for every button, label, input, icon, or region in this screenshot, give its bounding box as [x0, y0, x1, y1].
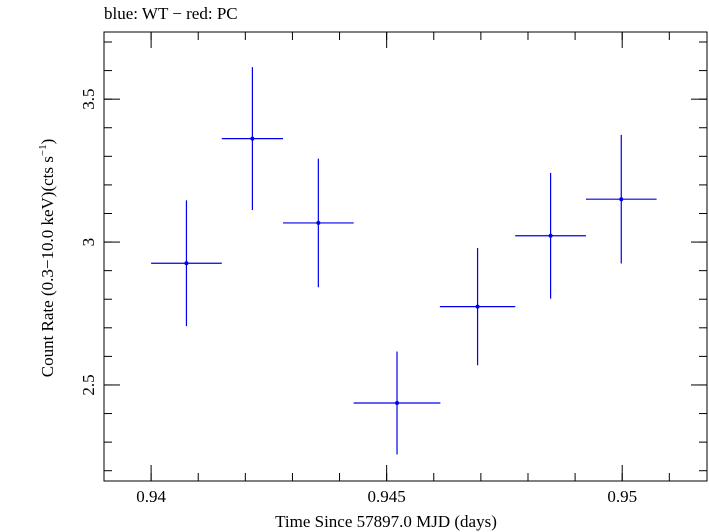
data-point: [439, 248, 516, 366]
y-axis-label-main: Count Rate (0.3−10.0 keV)(cts s: [38, 156, 57, 377]
x-axis-label: Time Since 57897.0 MJD (days): [275, 512, 497, 531]
point-marker: [316, 220, 321, 225]
data-point: [283, 158, 354, 288]
x-tick-label: 0.94: [136, 487, 166, 506]
data-point: [221, 67, 284, 211]
data-points: [151, 67, 657, 455]
data-point: [515, 172, 586, 299]
y-tick-label: 3: [79, 238, 98, 247]
data-point: [353, 351, 441, 455]
data-point: [151, 200, 222, 327]
y-axis-label-sup: −1: [37, 144, 49, 156]
point-marker: [475, 304, 480, 309]
y-tick-label: 3.5: [79, 89, 98, 110]
point-marker: [250, 136, 255, 141]
axis-ticks: [103, 32, 707, 481]
plot-frame: [103, 31, 708, 482]
point-marker: [548, 233, 553, 238]
x-tick-label: 0.95: [607, 487, 637, 506]
point-marker: [619, 197, 624, 202]
chart-title: blue: WT − red: PC: [104, 4, 238, 23]
data-point: [585, 134, 657, 264]
x-tick-label: 0.945: [368, 487, 406, 506]
point-marker: [184, 261, 189, 266]
y-axis-label-end: ): [38, 139, 57, 145]
y-tick-label: 2.5: [79, 374, 98, 395]
y-axis-label: Count Rate (0.3−10.0 keV)(cts s−1): [37, 139, 57, 378]
point-marker: [395, 400, 400, 405]
tick-labels: 0.94 0.945 0.95 2.5 3 3.5: [79, 89, 637, 506]
